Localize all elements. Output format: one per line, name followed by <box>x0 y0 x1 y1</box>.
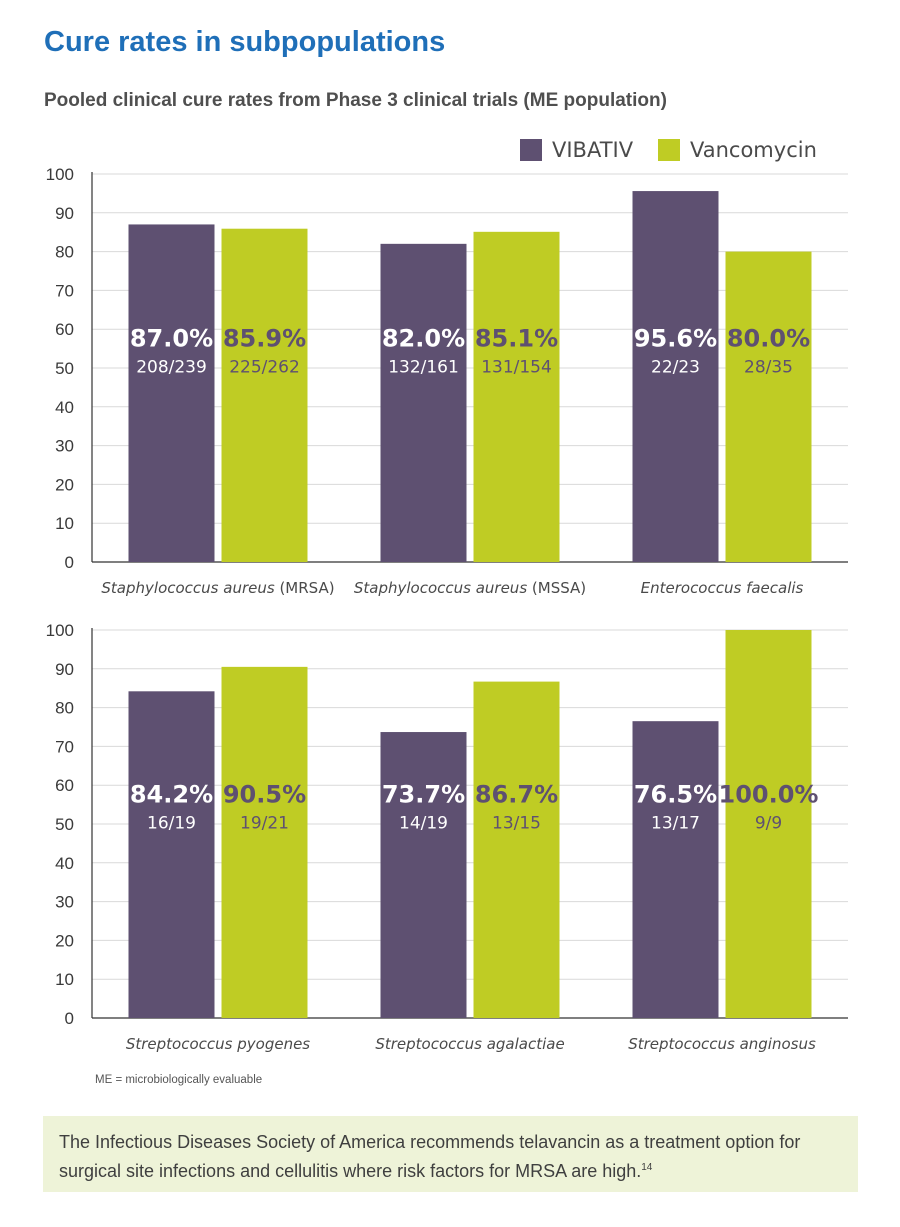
y-tick-label: 80 <box>55 243 74 262</box>
data-label-percent: 85.1% <box>475 325 558 353</box>
y-tick-label: 80 <box>55 699 74 718</box>
data-label-fraction: 14/19 <box>399 814 448 834</box>
y-tick-label: 70 <box>55 281 74 300</box>
bar-vancomycin <box>725 251 812 562</box>
data-label-percent: 73.7% <box>382 781 465 809</box>
data-label-fraction: 208/239 <box>136 358 207 378</box>
data-label-percent: 95.6% <box>634 325 717 353</box>
y-tick-label: 0 <box>65 553 74 572</box>
data-label-fraction: 16/19 <box>147 814 196 834</box>
y-tick-label: 40 <box>55 854 74 873</box>
legend-swatch-vibativ <box>520 139 542 161</box>
data-label-percent: 86.7% <box>475 781 558 809</box>
category-suffix: (MSSA) <box>527 579 586 597</box>
category-name: Streptococcus agalactiae <box>375 1035 564 1053</box>
y-tick-label: 90 <box>55 204 74 223</box>
y-tick-label: 100 <box>46 621 74 640</box>
category-label: Enterococcus faecalis <box>641 579 804 597</box>
data-label-fraction: 13/17 <box>651 814 700 834</box>
bar-vibativ <box>380 243 467 562</box>
y-tick-label: 50 <box>55 815 74 834</box>
bar-vancomycin <box>725 630 812 1018</box>
y-tick-label: 100 <box>46 165 74 184</box>
bar-vancomycin <box>221 666 308 1018</box>
y-tick-label: 30 <box>55 893 74 912</box>
data-label-percent: 87.0% <box>130 325 213 353</box>
callout-text: The Infectious Diseases Society of Ameri… <box>59 1132 801 1181</box>
data-label-fraction: 13/15 <box>492 814 541 834</box>
category-label: Streptococcus agalactiae <box>375 1035 564 1053</box>
bar-vibativ <box>380 732 467 1018</box>
category-label: Streptococcus anginosus <box>628 1035 816 1053</box>
data-label-fraction: 19/21 <box>240 814 289 834</box>
bar-vibativ <box>632 721 719 1018</box>
y-tick-label: 40 <box>55 398 74 417</box>
category-label: Staphylococcus aureus (MSSA) <box>354 579 586 597</box>
category-name: Streptococcus pyogenes <box>126 1035 310 1053</box>
data-label-percent: 90.5% <box>223 781 306 809</box>
y-tick-label: 30 <box>55 437 74 456</box>
data-label-fraction: 132/161 <box>388 358 459 378</box>
bar-vancomycin <box>473 231 560 562</box>
y-tick-label: 70 <box>55 737 74 756</box>
data-label-fraction: 131/154 <box>481 358 552 378</box>
legend-label-vibativ: VIBATIV <box>552 138 634 162</box>
category-suffix: (MRSA) <box>275 579 335 597</box>
legend-item-vibativ: VIBATIV <box>520 136 633 164</box>
y-tick-label: 60 <box>55 320 74 339</box>
bar-vancomycin <box>473 681 560 1018</box>
bar-chart-streptococcus: 0 10 20 30 40 50 60 70 80 90 100 84.2% 16/19 90.5% 19/… <box>46 621 848 1053</box>
category-label: Staphylococcus aureus (MRSA) <box>101 579 334 597</box>
legend-swatch-vancomycin <box>658 139 680 161</box>
data-label-percent: 80.0% <box>727 325 810 353</box>
data-label-percent: 85.9% <box>223 325 306 353</box>
y-tick-label: 60 <box>55 776 74 795</box>
data-label-fraction: 225/262 <box>229 358 300 378</box>
y-tick-label: 10 <box>55 970 74 989</box>
y-tick-label: 10 <box>55 514 74 533</box>
y-tick-label: 20 <box>55 475 74 494</box>
category-label: Streptococcus pyogenes <box>126 1035 310 1053</box>
recommendation-callout: The Infectious Diseases Society of Ameri… <box>43 1116 858 1192</box>
category-name: Staphylococcus aureus <box>354 579 527 597</box>
bar-vibativ <box>128 691 215 1018</box>
bar-vancomycin <box>221 228 308 562</box>
y-tick-label: 20 <box>55 931 74 950</box>
bar-vibativ <box>632 191 719 562</box>
y-tick-label: 90 <box>55 660 74 679</box>
data-label-percent: 100.0% <box>719 781 819 809</box>
data-label-fraction: 9/9 <box>755 814 782 834</box>
y-tick-label: 50 <box>55 359 74 378</box>
page-title: Cure rates in subpopulations <box>44 26 446 58</box>
footnote: ME = microbiologically evaluable <box>95 1074 263 1086</box>
category-name: Streptococcus anginosus <box>628 1035 816 1053</box>
legend-item-vancomycin: Vancomycin <box>658 136 817 164</box>
data-label-fraction: 22/23 <box>651 358 700 378</box>
category-name: Staphylococcus aureus <box>101 579 274 597</box>
data-label-percent: 76.5% <box>634 781 717 809</box>
data-label-percent: 82.0% <box>382 325 465 353</box>
category-name: Enterococcus faecalis <box>641 579 804 597</box>
y-tick-label: 0 <box>65 1009 74 1028</box>
bar-chart-staphylococcus-enterococcus: 0 10 20 30 40 50 60 70 80 90 100 87.0% 208/239 85.9% 2… <box>46 165 848 597</box>
chart-subtitle: Pooled clinical cure rates from Phase 3 … <box>44 90 667 111</box>
legend-label-vancomycin: Vancomycin <box>690 138 817 162</box>
callout-reference: 14 <box>641 1162 653 1173</box>
bar-vibativ <box>128 224 215 562</box>
data-label-fraction: 28/35 <box>744 358 793 378</box>
data-label-percent: 84.2% <box>130 781 213 809</box>
